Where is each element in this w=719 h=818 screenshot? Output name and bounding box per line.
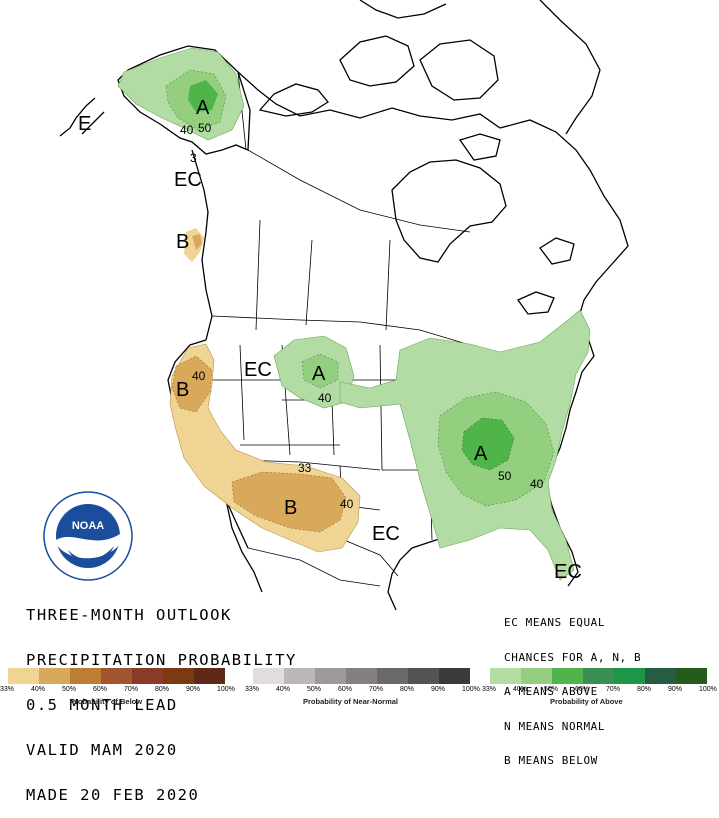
ec-line-5: B MEANS BELOW xyxy=(504,754,598,767)
legend-below-swatch xyxy=(70,668,101,684)
outlook-title: THREE-MONTH OUTLOOK xyxy=(26,606,232,624)
ec-line-3: A MEANS ABOVE xyxy=(504,685,598,698)
legend-normal-tick: 100% xyxy=(462,686,480,693)
legend-normal-swatch xyxy=(408,668,439,684)
legend-normal-tick: 70% xyxy=(369,686,384,693)
map-labels: A 40 50 3 E EC B EC A 40 B 40 33 B 40 EC… xyxy=(78,97,582,583)
legend-normal-swatch xyxy=(253,668,284,684)
legend-normal-swatch xyxy=(377,668,408,684)
legend-below-title: Probability of Below xyxy=(70,697,143,706)
above-50-east xyxy=(461,417,515,471)
legend-below-tick: 50% xyxy=(62,686,77,693)
outlook-made: MADE 20 FEB 2020 xyxy=(26,786,200,804)
legend-normal-swatch xyxy=(284,668,315,684)
label-33-alaska: 3 xyxy=(190,151,197,165)
legend-above-bar xyxy=(490,668,707,684)
below-normal-areas xyxy=(169,228,361,553)
label-ec-texas: EC xyxy=(372,523,400,545)
legend-above-tick: 33% xyxy=(482,686,497,693)
legend-above-tick: 40% xyxy=(513,686,528,693)
legend-normal-title: Probability of Near-Normal xyxy=(303,697,399,706)
legend-above-tick: 100% xyxy=(699,686,717,693)
legend-above-tick: 90% xyxy=(668,686,683,693)
label-50-ohio: 50 xyxy=(498,469,512,483)
below-40-calif xyxy=(171,355,213,413)
above-normal-areas xyxy=(117,47,591,581)
noaa-logo: NOAA xyxy=(43,491,133,581)
legend-normal-tick: 60% xyxy=(338,686,353,693)
legend-above-tick: 80% xyxy=(637,686,652,693)
below-40-pacnw xyxy=(192,234,202,250)
outlook-variable: PRECIPITATION PROBABILITY xyxy=(26,651,297,669)
legend-above-swatch xyxy=(645,668,676,684)
legend-below-bar xyxy=(8,668,225,684)
label-ec-se-alaska: EC xyxy=(174,169,202,191)
legend-below-swatch xyxy=(8,668,39,684)
label-a-plains: A xyxy=(312,363,326,385)
outlook-title-block: THREE-MONTH OUTLOOK PRECIPITATION PROBAB… xyxy=(26,578,297,818)
label-ec-w-alaska: E xyxy=(78,113,91,135)
legend-above-swatch xyxy=(521,668,552,684)
legend-normal-tick: 80% xyxy=(400,686,415,693)
legend-above-title: Probability of Above xyxy=(550,697,623,706)
legend-below-tick: 80% xyxy=(155,686,170,693)
legend-below-swatch xyxy=(132,668,163,684)
outlook-lead: 0.5 MONTH LEAD xyxy=(26,696,178,714)
below-40-southwest xyxy=(231,471,347,533)
legend-normal-swatch xyxy=(346,668,377,684)
ec-line-2: CHANCES FOR A, N, B xyxy=(504,650,642,664)
legend-below-tick: 70% xyxy=(124,686,139,693)
legend-above-swatch xyxy=(552,668,583,684)
label-40-alaska: 40 xyxy=(180,123,194,137)
svg-text:NOAA: NOAA xyxy=(72,520,104,532)
legend-normal-tick: 50% xyxy=(307,686,322,693)
ec-line-1: EC MEANS EQUAL xyxy=(504,616,606,629)
legend-above-swatch xyxy=(583,668,614,684)
legend-normal-swatch xyxy=(315,668,346,684)
legend-below-tick: 60% xyxy=(93,686,108,693)
legend-normal-tick: 33% xyxy=(245,686,260,693)
legend-above-tick: 70% xyxy=(606,686,621,693)
label-b-southwest: B xyxy=(284,497,297,519)
label-40-southwest: 40 xyxy=(340,497,354,511)
legend-normal-tick: 90% xyxy=(431,686,446,693)
legend-below-swatch xyxy=(194,668,225,684)
legend-normal-bar xyxy=(253,668,470,684)
label-50-alaska: 50 xyxy=(198,121,212,135)
legend-below-swatch xyxy=(163,668,194,684)
legend-below-tick: 90% xyxy=(186,686,201,693)
legend-below-tick: 33% xyxy=(0,686,15,693)
above-40-plains xyxy=(301,353,339,389)
above-50-alaska xyxy=(188,80,218,112)
outlook-map: A 40 50 3 E EC B EC A 40 B 40 33 B 40 EC… xyxy=(43,0,629,611)
label-a-ohio: A xyxy=(474,443,488,465)
label-ec-florida: EC xyxy=(554,561,582,583)
legend-below-swatch xyxy=(101,668,132,684)
legend-below-tick: 40% xyxy=(31,686,46,693)
legend-below-swatch xyxy=(39,668,70,684)
legend-above-tick: 60% xyxy=(575,686,590,693)
legend-above-swatch xyxy=(614,668,645,684)
label-40-southeast: 40 xyxy=(530,477,544,491)
legend-below-tick: 100% xyxy=(217,686,235,693)
label-a-alaska: A xyxy=(196,97,210,119)
label-40-calif: 40 xyxy=(192,369,206,383)
label-b-pacnw: B xyxy=(176,231,189,253)
outlook-valid: VALID MAM 2020 xyxy=(26,741,178,759)
label-b-calif: B xyxy=(176,379,189,401)
ec-line-4: N MEANS NORMAL xyxy=(504,719,606,733)
legend-above-swatch xyxy=(490,668,521,684)
legend-above-tick: 50% xyxy=(544,686,559,693)
legend-normal-swatch xyxy=(439,668,470,684)
label-ec-west: EC xyxy=(244,359,272,381)
legend-above-swatch xyxy=(676,668,707,684)
legend-normal-tick: 40% xyxy=(276,686,291,693)
label-40-plains: 40 xyxy=(318,391,332,405)
label-33-southwest: 33 xyxy=(298,461,312,475)
